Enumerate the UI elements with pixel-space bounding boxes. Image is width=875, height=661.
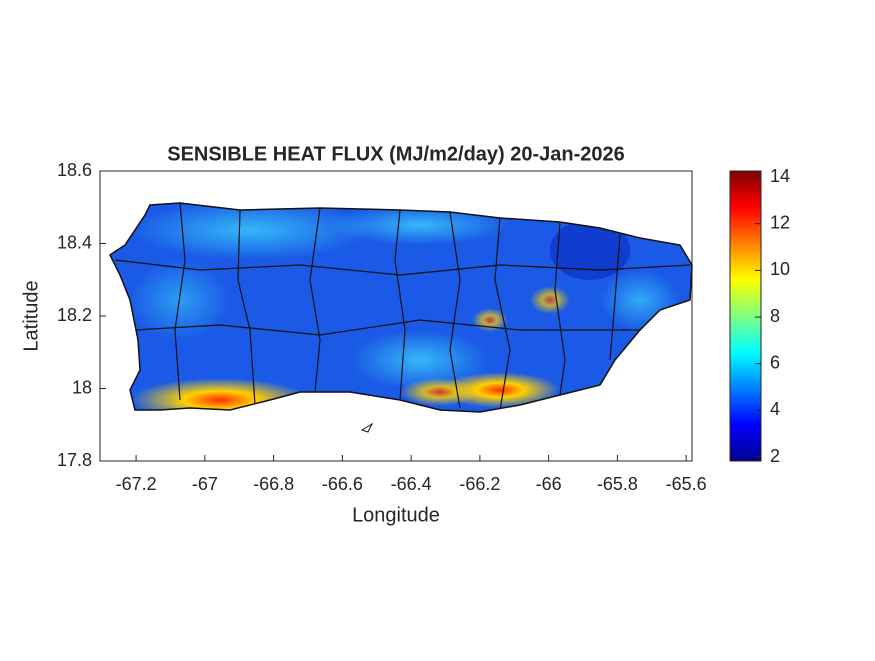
x-tick-label: -67: [192, 474, 218, 494]
x-axis-label: Longitude: [352, 504, 440, 526]
y-tick-label: 18.4: [57, 232, 92, 252]
x-tick-label: -66.2: [459, 474, 500, 494]
heat-field: [110, 203, 692, 412]
x-tick-label: -66.4: [391, 474, 432, 494]
colorbar-tick-label: 12: [770, 212, 790, 232]
island-outline: [360, 422, 374, 433]
colorbar-tick-label: 6: [770, 352, 780, 372]
x-tick-label: -66.6: [322, 474, 363, 494]
colorbar-tick-label: 2: [770, 446, 780, 466]
y-tick-label: 17.8: [57, 450, 92, 470]
coastline: [109, 202, 693, 413]
y-tick-label: 18.6: [57, 160, 92, 180]
y-tick-label: 18: [72, 377, 92, 397]
colorbar-tick-label: 8: [770, 306, 780, 326]
x-tick-label: -66.8: [253, 474, 294, 494]
y-tick-label: 18.2: [57, 305, 92, 325]
colorbar-tick-label: 14: [770, 166, 790, 186]
colorbar-tick-label: 4: [770, 399, 780, 419]
chart-title: SENSIBLE HEAT FLUX (MJ/m2/day) 20-Jan-20…: [167, 143, 625, 165]
colorbar-tick-label: 10: [770, 259, 790, 279]
x-tick-label: -65.6: [666, 474, 707, 494]
y-axis-label: Latitude: [20, 280, 42, 351]
x-tick-label: -66: [536, 474, 562, 494]
x-tick-label: -67.2: [116, 474, 157, 494]
colorbar: [729, 170, 762, 462]
x-tick-label: -65.8: [597, 474, 638, 494]
